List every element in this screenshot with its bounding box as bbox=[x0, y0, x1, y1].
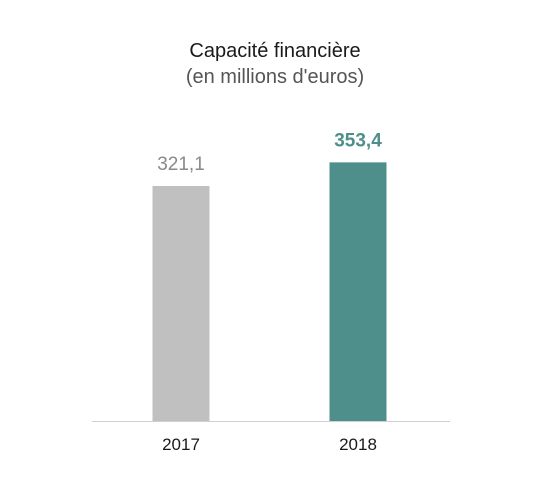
value-label-2017: 321,1 bbox=[157, 154, 205, 175]
chart-subtitle: (en millions d'euros) bbox=[185, 66, 365, 88]
bar-2018 bbox=[329, 162, 387, 421]
x-tick-label-2017: 2017 bbox=[162, 435, 200, 454]
x-tick-label-2018: 2018 bbox=[339, 435, 377, 454]
chart-title-block: Capacité financière (en millions d'euros… bbox=[0, 38, 550, 90]
value-label-2018: 353,4 bbox=[334, 130, 382, 151]
chart-title: Capacité financière bbox=[189, 40, 361, 62]
bar-2017 bbox=[152, 186, 210, 421]
